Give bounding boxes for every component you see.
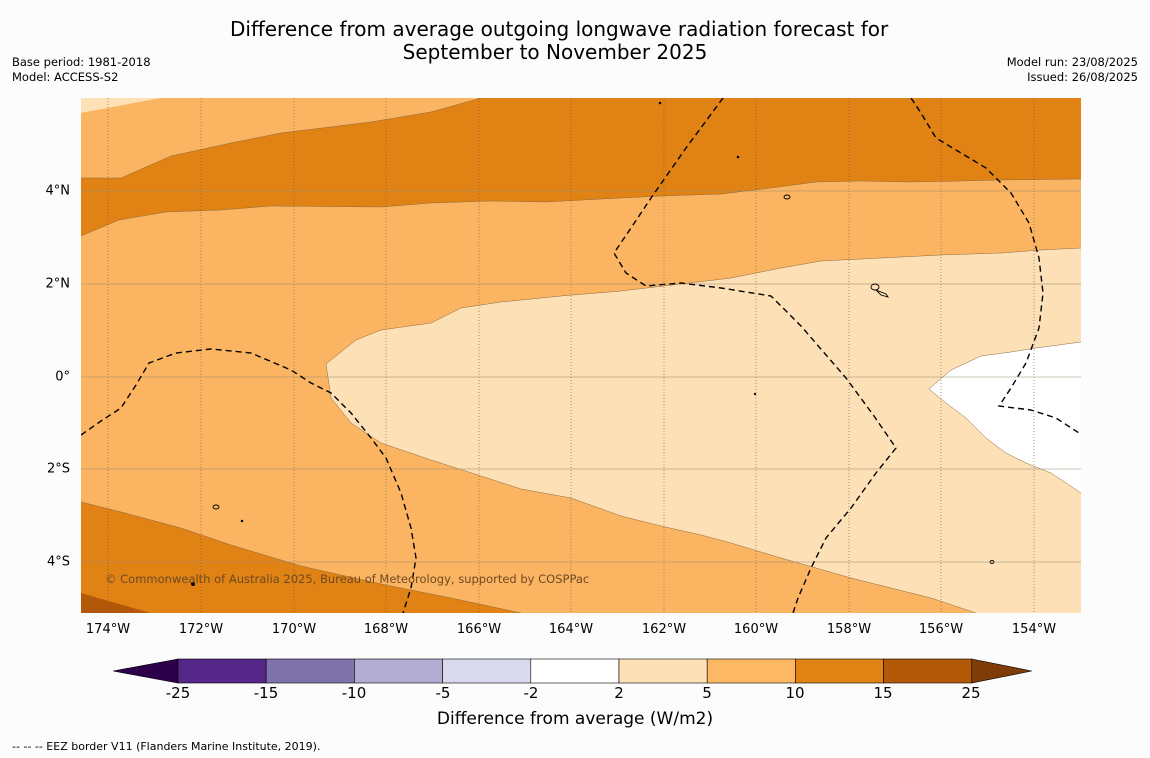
lon-label-154w: 154°W bbox=[1011, 622, 1057, 637]
lon-label-156w: 156°W bbox=[918, 622, 964, 637]
model-text: Model: ACCESS-S2 bbox=[12, 70, 119, 84]
band-10-15-south bbox=[81, 502, 521, 613]
map-panel[interactable] bbox=[81, 98, 1081, 613]
island-c bbox=[875, 289, 890, 298]
colorbar-tick: 2 bbox=[614, 684, 624, 702]
map-svg bbox=[81, 98, 1081, 613]
colorbar-tick: 10 bbox=[785, 684, 805, 702]
island-i bbox=[658, 101, 662, 105]
lat-label-2n: 2°N bbox=[45, 276, 71, 292]
colorbar-tick: 25 bbox=[961, 684, 981, 702]
copyright-text: © Commonwealth of Australia 2025, Bureau… bbox=[105, 572, 590, 586]
issued-text: Issued: 26/08/2025 bbox=[1027, 70, 1138, 84]
island-g bbox=[240, 519, 244, 523]
colorbar-tick: -10 bbox=[341, 684, 367, 702]
lon-label-166w: 166°W bbox=[456, 622, 502, 637]
meta-right: Model run: 23/08/2025 Issued: 26/08/2025 bbox=[1007, 55, 1138, 85]
colorbar bbox=[113, 658, 1032, 684]
colorbar-segment bbox=[530, 658, 620, 684]
meta-left: Base period: 1981-2018 Model: ACCESS-S2 bbox=[12, 55, 151, 85]
colorbar-segment bbox=[618, 658, 708, 684]
island-e bbox=[989, 560, 995, 564]
colorbar-extend-low bbox=[113, 658, 179, 684]
base-period-text: Base period: 1981-2018 bbox=[12, 55, 151, 69]
model-run-text: Model run: 23/08/2025 bbox=[1006, 55, 1138, 69]
colorbar-segment bbox=[265, 658, 355, 684]
band-5-10-north bbox=[81, 98, 481, 178]
lat-label-4s: 4°S bbox=[46, 554, 70, 570]
graticule bbox=[81, 98, 1081, 613]
island-b bbox=[870, 283, 880, 291]
lat-label-0: 0° bbox=[55, 369, 70, 385]
lon-label-168w: 168°W bbox=[363, 622, 409, 637]
island-f bbox=[191, 582, 195, 586]
colorbar-segment bbox=[354, 658, 443, 684]
map-title-line2: September to November 2025 bbox=[402, 40, 708, 64]
lat-label-2s: 2°S bbox=[46, 461, 70, 477]
lon-label-160w: 160°W bbox=[733, 622, 779, 637]
lon-label-174w: 174°W bbox=[85, 622, 131, 637]
colorbar-segment bbox=[883, 658, 973, 684]
lon-label-164w: 164°W bbox=[548, 622, 594, 637]
colorbar-segment bbox=[442, 658, 532, 684]
island-a bbox=[783, 194, 791, 200]
band-2-5-corner bbox=[81, 98, 161, 113]
map-title: Difference from average outgoing longwav… bbox=[230, 17, 889, 64]
colorbar-tick: -25 bbox=[165, 684, 191, 702]
colorbar-tick: 15 bbox=[873, 684, 893, 702]
colorbar-tick: -5 bbox=[435, 684, 451, 702]
colorbar-segment bbox=[706, 658, 796, 684]
eez-borders bbox=[81, 98, 1080, 613]
lon-label-170w: 170°W bbox=[271, 622, 317, 637]
island-h bbox=[736, 155, 740, 159]
colorbar-segment bbox=[177, 658, 267, 684]
island-j bbox=[753, 392, 757, 396]
colorbar-segment bbox=[795, 658, 884, 684]
band-2-5 bbox=[326, 248, 1081, 613]
lon-label-172w: 172°W bbox=[178, 622, 224, 637]
island-d bbox=[212, 504, 220, 510]
colorbar-label: Difference from average (W/m2) bbox=[436, 709, 714, 729]
colorbar-extend-high bbox=[971, 658, 1032, 684]
colorbar-tick: -2 bbox=[523, 684, 539, 702]
lon-label-158w: 158°W bbox=[826, 622, 872, 637]
lat-label-4n: 4°N bbox=[45, 183, 71, 199]
lon-label-162w: 162°W bbox=[641, 622, 687, 637]
colorbar-tick: -15 bbox=[253, 684, 279, 702]
islands bbox=[191, 101, 995, 586]
map-title-line1: Difference from average outgoing longwav… bbox=[230, 17, 889, 41]
colorbar-tick: 5 bbox=[702, 684, 712, 702]
eez-footnote: -- -- -- EEZ border V11 (Flanders Marine… bbox=[12, 740, 321, 753]
band-neg2-2 bbox=[929, 342, 1081, 493]
